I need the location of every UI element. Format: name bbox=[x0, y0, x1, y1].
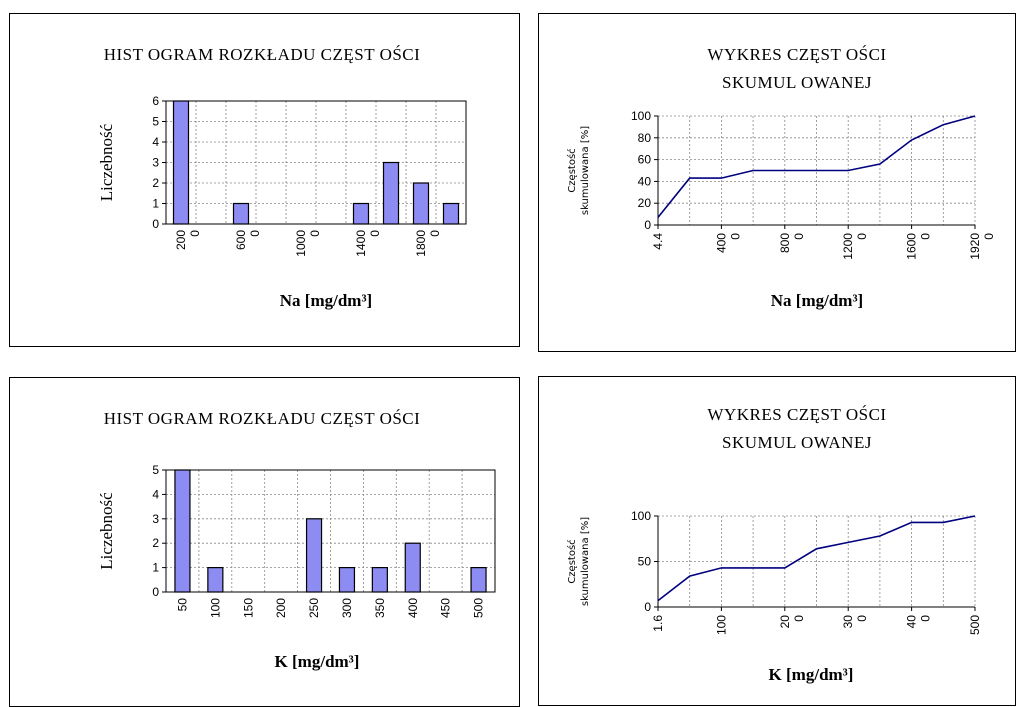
na-histogram-ytick-label: 4 bbox=[152, 135, 159, 149]
k-cumulative-xtick-label: 1.6 bbox=[651, 615, 665, 632]
na-cumulative-ytick-label: 40 bbox=[638, 174, 652, 188]
na-histogram-title: HIST OGRAM ROZKŁADU CZĘST OŚCI bbox=[104, 45, 421, 64]
na-histogram-xlabel: Na [mg/dm³] bbox=[280, 291, 372, 310]
na-histogram-bar bbox=[412, 182, 430, 225]
na-histogram-xtick-label: 0 bbox=[188, 230, 202, 237]
k-cumulative-xtick-label: 500 bbox=[968, 615, 982, 635]
na-histogram-ytick-label: 6 bbox=[152, 94, 159, 108]
na-histogram-xtick-label: 1400 bbox=[354, 230, 368, 257]
k-histogram-ytick-label: 4 bbox=[152, 487, 159, 501]
k-histogram-plot-frame bbox=[165, 469, 496, 593]
k-histogram-bar bbox=[207, 566, 224, 593]
k-histogram-ytick-label: 3 bbox=[152, 512, 159, 526]
k-histogram-ylabel: Liczebność bbox=[97, 492, 116, 570]
na-cumulative-xlabel: Na [mg/dm³] bbox=[771, 291, 863, 310]
na-cumulative-xtick-label: 0 bbox=[855, 233, 869, 240]
na-histogram-bar bbox=[352, 202, 370, 225]
k-cumulative-xtick-label: 0 bbox=[792, 615, 806, 622]
k-cumulative-title: SKUMUL OWANEJ bbox=[722, 433, 872, 452]
k-histogram-xtick-label: 450 bbox=[439, 598, 453, 618]
na-histogram-ytick-label: 2 bbox=[152, 176, 159, 190]
na-cumulative-ylabel: Częstość bbox=[566, 148, 578, 192]
na-histogram-xtick-label: 0 bbox=[248, 230, 262, 237]
k-histogram-ytick-label: 0 bbox=[152, 585, 159, 599]
k-cumulative-xtick-label: 30 bbox=[841, 615, 855, 629]
na-cumulative-title: WYKRES CZĘST OŚCI bbox=[707, 45, 886, 64]
na-cumulative-xtick-label: 0 bbox=[982, 233, 996, 240]
k-histogram-xtick-label: 300 bbox=[340, 598, 354, 618]
na-histogram-bar bbox=[232, 202, 250, 225]
k-histogram-bar bbox=[371, 566, 388, 593]
na-histogram-xtick-label: 1000 bbox=[294, 230, 308, 257]
k-histogram-xtick-label: 500 bbox=[472, 598, 486, 618]
k-cumulative-ylabel: skumulowana [%] bbox=[580, 517, 591, 606]
na-cumulative-xtick-label: 400 bbox=[714, 233, 728, 253]
k-cumulative-xlabel: K [mg/dm³] bbox=[769, 665, 854, 684]
na-histogram-xtick-label: 600 bbox=[234, 230, 248, 250]
na-cumulative-ytick-label: 100 bbox=[631, 109, 651, 123]
na-cumulative-ytick-label: 20 bbox=[638, 196, 652, 210]
na-histogram-bar bbox=[442, 202, 460, 225]
na-histogram-bar bbox=[172, 100, 190, 225]
na-cumulative-ytick-label: 60 bbox=[638, 153, 652, 167]
na-cumulative-series-line bbox=[657, 115, 976, 218]
chart-panel-k-cumulative bbox=[538, 376, 1016, 706]
k-cumulative-title: WYKRES CZĘST OŚCI bbox=[707, 405, 886, 424]
k-cumulative-xtick-label: 0 bbox=[855, 615, 869, 622]
k-histogram-xtick-label: 200 bbox=[274, 598, 288, 618]
na-histogram-ytick-label: 5 bbox=[152, 115, 159, 129]
k-histogram-ytick-label: 1 bbox=[152, 561, 159, 575]
k-cumulative-ylabel: Częstość bbox=[566, 539, 578, 583]
k-cumulative-series-line bbox=[657, 515, 976, 602]
na-histogram-ytick-label: 0 bbox=[152, 217, 159, 231]
k-cumulative-xtick-label: 20 bbox=[778, 615, 792, 629]
k-histogram-ytick-label: 2 bbox=[152, 536, 159, 550]
k-cumulative-xtick-label: 100 bbox=[714, 615, 728, 635]
na-histogram-xtick-label: 200 bbox=[174, 230, 188, 250]
na-histogram-xtick-label: 1800 bbox=[414, 230, 428, 257]
na-cumulative-xtick-label: 800 bbox=[778, 233, 792, 253]
k-histogram-xtick-label: 250 bbox=[307, 598, 321, 618]
na-histogram-ytick-label: 3 bbox=[152, 156, 159, 170]
na-cumulative-xtick-label: 1920 bbox=[968, 233, 982, 260]
na-histogram-ylabel: Liczebność bbox=[97, 123, 116, 201]
na-cumulative-xtick-label: 0 bbox=[792, 233, 806, 240]
na-cumulative-xtick-label: 0 bbox=[919, 233, 933, 240]
k-histogram-xtick-label: 150 bbox=[241, 598, 255, 618]
na-cumulative-ytick-label: 80 bbox=[638, 131, 652, 145]
k-cumulative-ytick-label: 100 bbox=[631, 509, 651, 523]
k-cumulative-xtick-label: 0 bbox=[919, 615, 933, 622]
na-histogram-bar bbox=[382, 161, 400, 225]
k-histogram-xtick-label: 50 bbox=[175, 598, 189, 612]
na-histogram-xtick-label: 0 bbox=[428, 230, 442, 237]
k-histogram-ytick-label: 5 bbox=[152, 463, 159, 477]
na-cumulative-xtick-label: 4.4 bbox=[651, 233, 665, 250]
k-histogram-xtick-label: 100 bbox=[208, 598, 222, 618]
k-histogram-title: HIST OGRAM ROZKŁADU CZĘST OŚCI bbox=[104, 409, 421, 428]
k-histogram-xlabel: K [mg/dm³] bbox=[275, 652, 360, 671]
k-histogram-xtick-label: 350 bbox=[373, 598, 387, 618]
k-cumulative-ytick-label: 50 bbox=[638, 555, 652, 569]
chart-panel-na-histogram bbox=[9, 13, 520, 347]
na-histogram-ytick-label: 1 bbox=[152, 197, 159, 211]
k-histogram-bar bbox=[174, 469, 191, 593]
k-cumulative-ytick-label: 0 bbox=[644, 600, 651, 614]
na-cumulative-ylabel: skumulowana [%] bbox=[580, 126, 591, 215]
na-cumulative-xtick-label: 1200 bbox=[841, 233, 855, 260]
na-histogram-xtick-label: 0 bbox=[308, 230, 322, 237]
na-cumulative-ytick-label: 0 bbox=[644, 218, 651, 232]
k-histogram-bar bbox=[338, 566, 356, 593]
na-histogram-xtick-label: 0 bbox=[368, 230, 382, 237]
na-cumulative-xtick-label: 1600 bbox=[905, 233, 919, 260]
k-histogram-bar bbox=[305, 518, 323, 593]
na-cumulative-xtick-label: 0 bbox=[728, 233, 742, 240]
k-cumulative-xtick-label: 40 bbox=[905, 615, 919, 629]
k-histogram-bar bbox=[470, 566, 487, 593]
k-histogram-bar bbox=[404, 542, 421, 593]
k-histogram-xtick-label: 400 bbox=[406, 598, 420, 618]
na-cumulative-title: SKUMUL OWANEJ bbox=[722, 73, 872, 92]
chart-panel-na-cumulative bbox=[538, 13, 1016, 352]
